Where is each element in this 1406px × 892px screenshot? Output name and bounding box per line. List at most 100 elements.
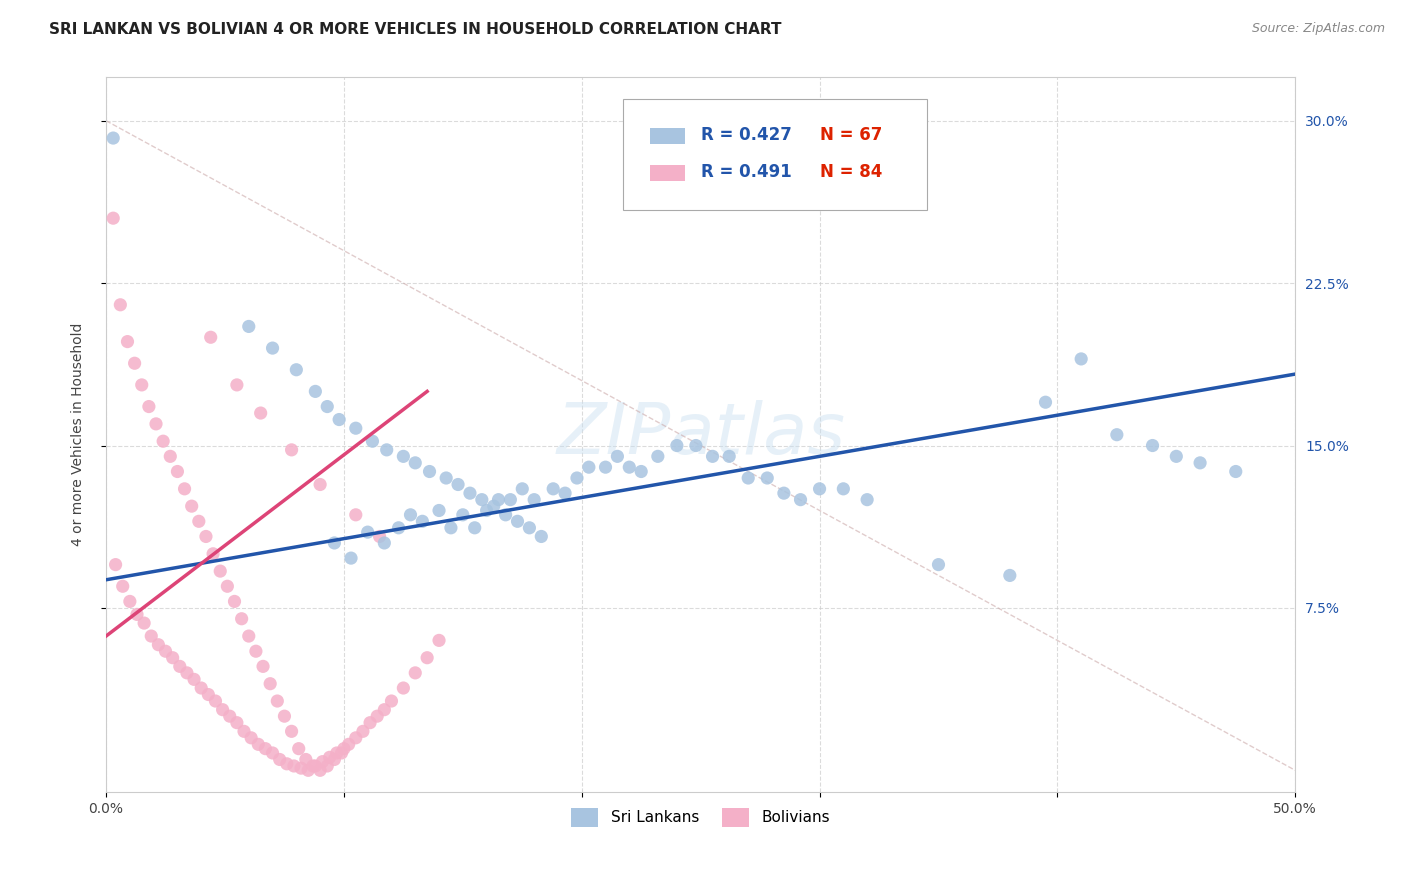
Point [187, 514, 209, 528]
Point [280, 724, 302, 739]
Point [287, 741, 309, 756]
Point [416, 650, 439, 665]
Point [554, 486, 576, 500]
Point [328, 412, 350, 426]
Point [190, 681, 212, 695]
Text: ZIPatlas: ZIPatlas [557, 401, 845, 469]
Point [259, 676, 281, 690]
Point [180, 499, 202, 513]
Point [110, 298, 132, 312]
Point [702, 450, 724, 464]
Point [1189, 456, 1212, 470]
Point [285, 363, 308, 377]
Text: N = 84: N = 84 [820, 163, 882, 181]
Point [541, 482, 564, 496]
Point [619, 460, 641, 475]
Point [399, 508, 422, 522]
Point [510, 482, 533, 496]
Point [295, 752, 318, 766]
Point [773, 486, 796, 500]
Point [427, 503, 450, 517]
Point [211, 703, 233, 717]
Point [309, 764, 332, 778]
Point [297, 764, 319, 778]
Y-axis label: 4 or more Vehicles in Household: 4 or more Vehicles in Household [72, 323, 86, 547]
Point [217, 579, 239, 593]
Point [506, 514, 529, 528]
Point [200, 330, 222, 344]
Point [392, 681, 415, 695]
Point [337, 737, 360, 751]
Point [266, 694, 288, 708]
Point [238, 319, 260, 334]
Point [404, 665, 426, 680]
Point [340, 551, 363, 566]
Point [148, 638, 170, 652]
Point [309, 477, 332, 491]
Point [173, 482, 195, 496]
Point [202, 547, 225, 561]
Point [318, 750, 340, 764]
Point [238, 629, 260, 643]
Point [316, 400, 339, 414]
Point [323, 536, 346, 550]
Point [344, 731, 367, 745]
Point [471, 492, 494, 507]
Point [326, 746, 349, 760]
Point [240, 731, 263, 745]
Point [530, 529, 553, 543]
FancyBboxPatch shape [650, 128, 685, 144]
Point [155, 644, 177, 658]
Point [1035, 395, 1057, 409]
Point [247, 737, 270, 751]
Point [368, 529, 391, 543]
Point [458, 486, 481, 500]
Point [373, 536, 395, 550]
Point [152, 434, 174, 449]
Point [523, 492, 546, 507]
Point [141, 629, 163, 643]
Point [323, 752, 346, 766]
Point [302, 759, 325, 773]
Point [131, 378, 153, 392]
Point [276, 756, 298, 771]
FancyBboxPatch shape [623, 99, 927, 210]
Point [316, 759, 339, 773]
Point [373, 703, 395, 717]
Point [176, 665, 198, 680]
Point [311, 755, 333, 769]
Point [451, 508, 474, 522]
Point [269, 752, 291, 766]
Point [1166, 450, 1188, 464]
Point [359, 715, 381, 730]
Point [344, 421, 367, 435]
Point [159, 450, 181, 464]
Point [231, 612, 253, 626]
Point [283, 759, 305, 773]
Point [366, 709, 388, 723]
Point [162, 650, 184, 665]
Point [388, 521, 411, 535]
Point [134, 616, 156, 631]
Point [103, 211, 125, 226]
Point [495, 508, 517, 522]
Point [357, 525, 380, 540]
Point [519, 521, 541, 535]
Point [499, 492, 522, 507]
Text: SRI LANKAN VS BOLIVIAN 4 OR MORE VEHICLES IN HOUSEHOLD CORRELATION CHART: SRI LANKAN VS BOLIVIAN 4 OR MORE VEHICLE… [49, 22, 782, 37]
Point [224, 594, 246, 608]
Point [166, 465, 188, 479]
Point [482, 499, 505, 513]
Point [647, 450, 669, 464]
Point [718, 450, 741, 464]
Point [998, 568, 1021, 582]
Point [304, 759, 326, 773]
Point [411, 514, 433, 528]
Point [344, 508, 367, 522]
Point [103, 131, 125, 145]
Point [595, 460, 617, 475]
Point [630, 465, 652, 479]
Point [194, 529, 217, 543]
Point [808, 482, 831, 496]
Point [392, 450, 415, 464]
